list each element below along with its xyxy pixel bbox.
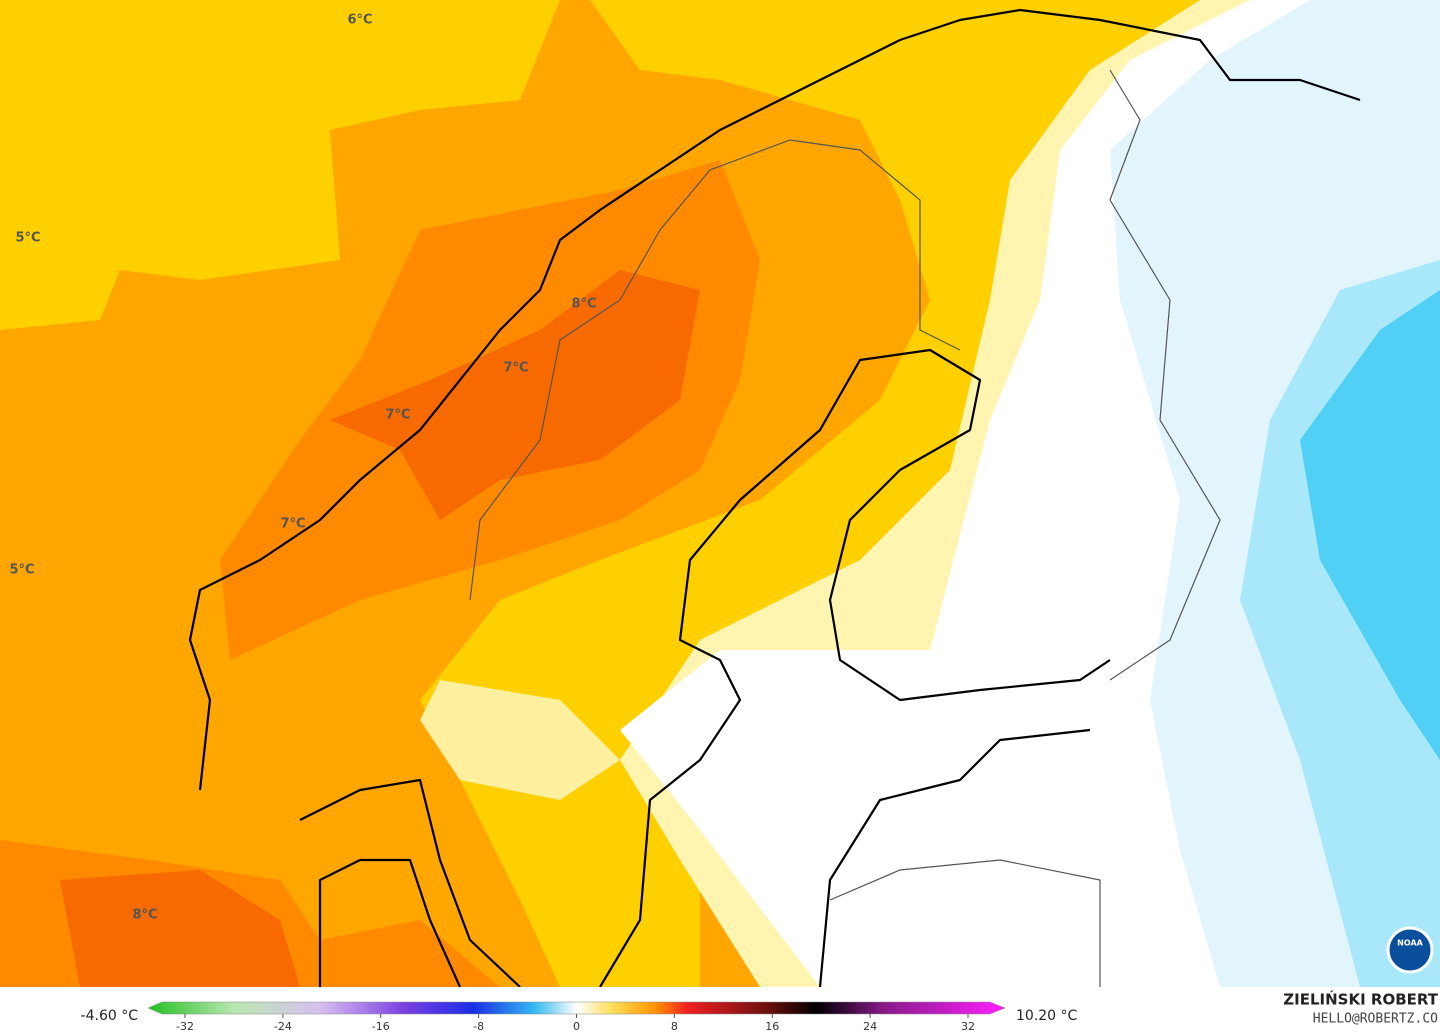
logo xyxy=(1386,926,1434,974)
border xyxy=(829,859,1101,987)
colorbar-tick-label: 24 xyxy=(863,1020,877,1033)
map: 6°C 5°C 5°C 8°C 7°C 7°C 7°C 8°C NOAA xyxy=(0,0,1440,988)
coastline xyxy=(818,728,1091,988)
field-red-orange xyxy=(330,270,700,520)
colorbar-tick-label: -24 xyxy=(274,1020,292,1033)
map-label: 7°C xyxy=(385,408,410,423)
coastline xyxy=(188,8,1361,791)
colorbar-max: 10.20 °C xyxy=(1016,1008,1078,1024)
map-label: 7°C xyxy=(503,361,528,376)
coastline xyxy=(299,778,521,988)
logo-text: NOAA xyxy=(1397,939,1423,948)
map-label: 5°C xyxy=(9,563,34,578)
border xyxy=(1109,69,1221,681)
colorbar-tick-label: -32 xyxy=(176,1020,194,1033)
map-label: 6°C xyxy=(347,13,372,28)
email: HELLO@ROBERTZ.CO xyxy=(1313,1012,1438,1027)
colorbar-tick-label: 32 xyxy=(961,1020,975,1033)
border xyxy=(469,139,961,601)
colorbar xyxy=(147,1001,1006,1015)
coastline xyxy=(599,348,1111,988)
map-label: 8°C xyxy=(571,297,596,312)
colorbar-tick-label: -8 xyxy=(473,1020,484,1033)
colorbar-tick-label: 0 xyxy=(573,1020,580,1033)
colorbar-min: -4.60 °C xyxy=(81,1008,139,1024)
map-label: 8°C xyxy=(132,908,157,923)
coastline xyxy=(318,858,462,988)
field-yellow xyxy=(0,0,560,330)
field-red-orange xyxy=(60,870,300,987)
field-cyan xyxy=(1300,290,1440,760)
colorbar-tick-label: 16 xyxy=(765,1020,779,1033)
author: ZIELIŃSKI ROBERT xyxy=(1283,990,1438,1009)
map-label: 5°C xyxy=(15,231,40,246)
field-lightyellow xyxy=(420,680,620,800)
map-label: 7°C xyxy=(280,517,305,532)
colorbar-ticks: -32 -24 -16 -8 0 8 16 24 32 xyxy=(176,1014,975,1033)
colorbar-tick-label: -16 xyxy=(372,1020,390,1033)
colorbar-tick-label: 8 xyxy=(671,1020,678,1033)
